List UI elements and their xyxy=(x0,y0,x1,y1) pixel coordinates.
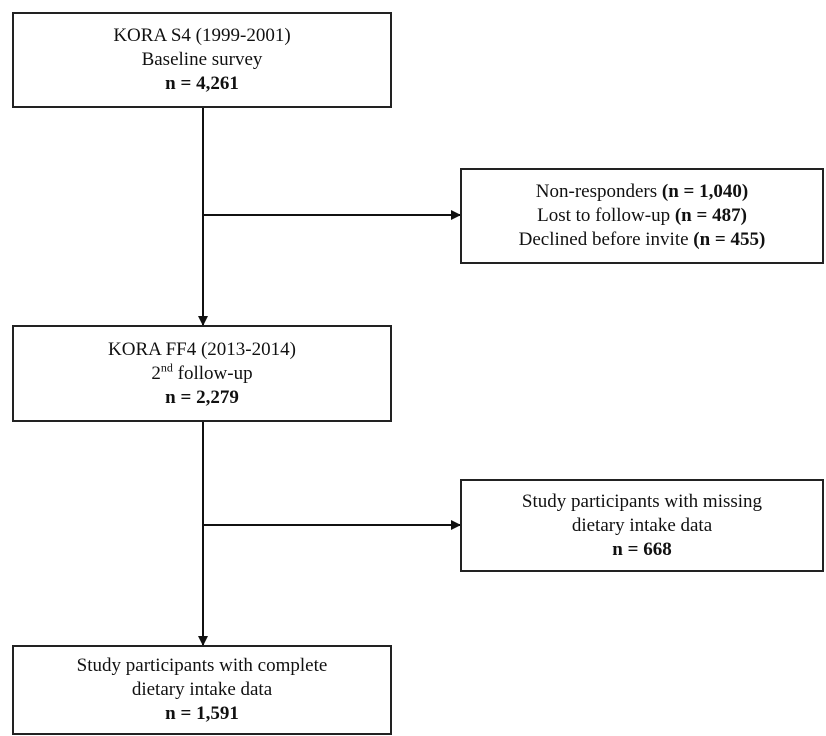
text-line: Study participants with complete xyxy=(77,654,328,678)
label: Non-responders xyxy=(535,181,658,202)
text-line: n = 4,261 xyxy=(165,72,239,96)
text-line: Lost to follow-up (n = 487) xyxy=(537,204,747,228)
label: 2 xyxy=(151,362,161,384)
text-line: n = 1,591 xyxy=(165,702,239,726)
label: (n = 487) xyxy=(674,205,747,226)
label: Baseline survey xyxy=(141,49,263,70)
label: nd xyxy=(160,360,173,375)
text-line: Baseline survey xyxy=(142,48,263,72)
label: Study participants with complete xyxy=(76,655,328,676)
box: Non-responders (n = 1,040) Lost to follow-… xyxy=(460,168,824,264)
text-line: Study participants with missing xyxy=(522,490,762,514)
label: n = 1,591 xyxy=(165,703,239,724)
label: n = 2,279 xyxy=(165,386,239,408)
text-line: Declined before invite (n = 455) xyxy=(519,228,766,252)
text-line: n = 668 xyxy=(612,538,671,562)
box: Study participants with complete dietary … xyxy=(12,645,392,735)
text-line: dietary intake data xyxy=(132,678,272,702)
label: KORA FF4 (2013-2014) xyxy=(108,338,296,360)
box: Study participants with missing dietary i… xyxy=(460,479,824,572)
label: KORA S4 (1999-2001) xyxy=(113,25,291,46)
box: KORA FF4 (2013-2014) 2nd follow-up n = 2,27… xyxy=(12,325,392,422)
text-line: dietary intake data xyxy=(572,514,712,538)
text-line: 2nd follow-up xyxy=(151,360,253,386)
text-line: Non-responders (n = 1,040) xyxy=(536,180,748,204)
text-line: KORA S4 (1999-2001) xyxy=(113,24,290,48)
label: follow-up xyxy=(177,362,253,384)
label: (n = 455) xyxy=(693,229,766,250)
label: dietary intake data xyxy=(571,514,713,536)
text-line: KORA FF4 (2013-2014) xyxy=(108,338,296,362)
box: KORA S4 (1999-2001) Baseline survey n = 4,… xyxy=(12,12,392,108)
label: Lost to follow-up xyxy=(537,205,671,226)
label: Study participants with missing xyxy=(521,490,763,512)
label: dietary intake data xyxy=(131,679,273,700)
label: n = 4,261 xyxy=(165,73,239,94)
label: Declined before invite xyxy=(518,229,689,250)
label: n = 668 xyxy=(612,538,672,560)
label: (n = 1,040) xyxy=(661,181,749,202)
text-line: n = 2,279 xyxy=(165,386,239,410)
